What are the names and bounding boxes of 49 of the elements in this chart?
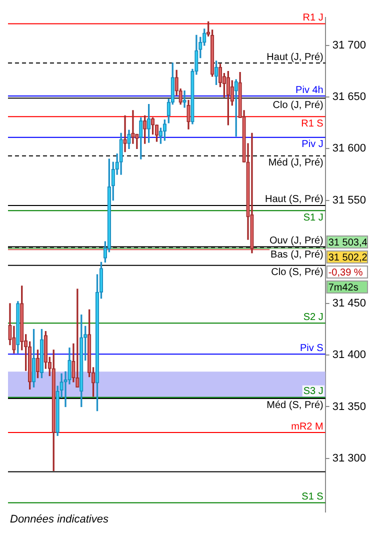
text: 7m42s <box>328 282 358 294</box>
candlestick <box>146 104 151 143</box>
ref-line-label: Bas (J, Pré) <box>270 250 324 261</box>
candlestick <box>131 110 135 144</box>
ref-line-label: R1 J <box>302 12 324 24</box>
ref-line-label: S1 S <box>302 491 324 502</box>
ref-line-label: Méd (J, Pré) <box>268 158 324 169</box>
candlestick <box>214 60 218 86</box>
y-tick-label: 31 550 <box>332 194 366 206</box>
candlestick <box>143 115 147 144</box>
y-tick-label: 31 400 <box>332 349 366 362</box>
ref-line-label: mR2 M <box>291 421 324 432</box>
y-tick-label: 31 700 <box>332 40 366 52</box>
candlestick <box>40 328 44 378</box>
ref-line-label: Haut (J, Pré) <box>266 52 324 63</box>
candlestick <box>162 119 167 141</box>
candlestick <box>80 314 84 408</box>
y-tick-label: 31 650 <box>332 91 366 104</box>
candlestick <box>52 350 56 472</box>
y-tick-label: 31 350 <box>332 400 366 413</box>
ref-line-label: Clo (S, Pré) <box>271 267 324 278</box>
candlestick <box>76 288 80 388</box>
ref-line-label: Piv J <box>302 139 324 150</box>
candlestick <box>16 301 20 354</box>
text: -0,39 % <box>328 267 363 278</box>
candlestick <box>150 117 155 135</box>
ref-line-label: Méd (S, Pré) <box>266 400 324 412</box>
text: 31 502,2 <box>328 252 368 264</box>
y-tick-label: 31 450 <box>332 298 366 310</box>
candlestick <box>36 350 40 378</box>
ref-line-label: Haut (S, Pré) <box>264 194 324 206</box>
ref-line-label: S3 J <box>303 386 324 398</box>
ref-line-label: Piv S <box>300 342 324 354</box>
ref-line-label: Ouv (J, Pré) <box>269 235 324 246</box>
text: 31 503,4 <box>328 237 368 248</box>
candlestick <box>226 70 230 126</box>
y-tick-label: 31 600 <box>332 142 366 155</box>
ref-line-label: R1 S <box>301 118 324 130</box>
candlestick <box>119 132 123 175</box>
ref-line-label: Clo (J, Pré) <box>272 100 324 111</box>
ref-line-label: S1 J <box>303 212 324 224</box>
text: Données indicatives <box>10 514 109 526</box>
candlestick <box>127 130 131 150</box>
ref-line-label: S2 J <box>303 312 324 323</box>
y-tick-label: 31 300 <box>332 452 366 464</box>
candlestick <box>32 328 36 388</box>
ref-line-label: Piv 4h <box>296 84 324 96</box>
candlestick <box>123 115 127 152</box>
candlestick <box>186 100 190 130</box>
